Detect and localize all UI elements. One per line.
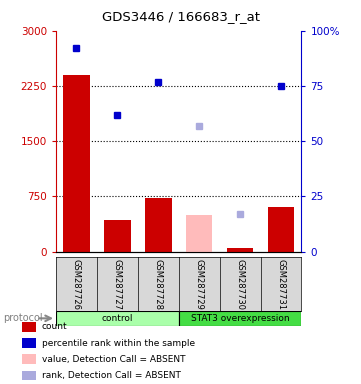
Text: percentile rank within the sample: percentile rank within the sample (42, 339, 195, 348)
Bar (56, 311, 179, 326)
Text: GDS3446 / 166683_r_at: GDS3446 / 166683_r_at (101, 10, 260, 23)
Text: GSM287726: GSM287726 (72, 259, 81, 310)
Text: GSM287729: GSM287729 (195, 259, 204, 310)
Text: GSM287730: GSM287730 (236, 259, 244, 310)
Text: protocol: protocol (4, 313, 43, 323)
Text: value, Detection Call = ABSENT: value, Detection Call = ABSENT (42, 355, 185, 364)
Bar (63, 75, 90, 252)
Bar (145, 198, 171, 252)
Bar (186, 215, 212, 252)
Bar (179, 311, 301, 326)
Text: control: control (101, 314, 133, 323)
Text: GSM287731: GSM287731 (277, 259, 286, 310)
Text: STAT3 overexpression: STAT3 overexpression (191, 314, 290, 323)
Text: GSM287728: GSM287728 (154, 259, 163, 310)
Text: GSM287727: GSM287727 (113, 259, 122, 310)
Bar (227, 248, 253, 252)
Bar (268, 207, 294, 252)
Text: rank, Detection Call = ABSENT: rank, Detection Call = ABSENT (42, 371, 180, 380)
Text: count: count (42, 323, 67, 331)
Bar (104, 220, 131, 252)
